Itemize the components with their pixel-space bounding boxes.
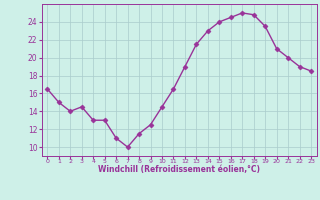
X-axis label: Windchill (Refroidissement éolien,°C): Windchill (Refroidissement éolien,°C) xyxy=(98,165,260,174)
